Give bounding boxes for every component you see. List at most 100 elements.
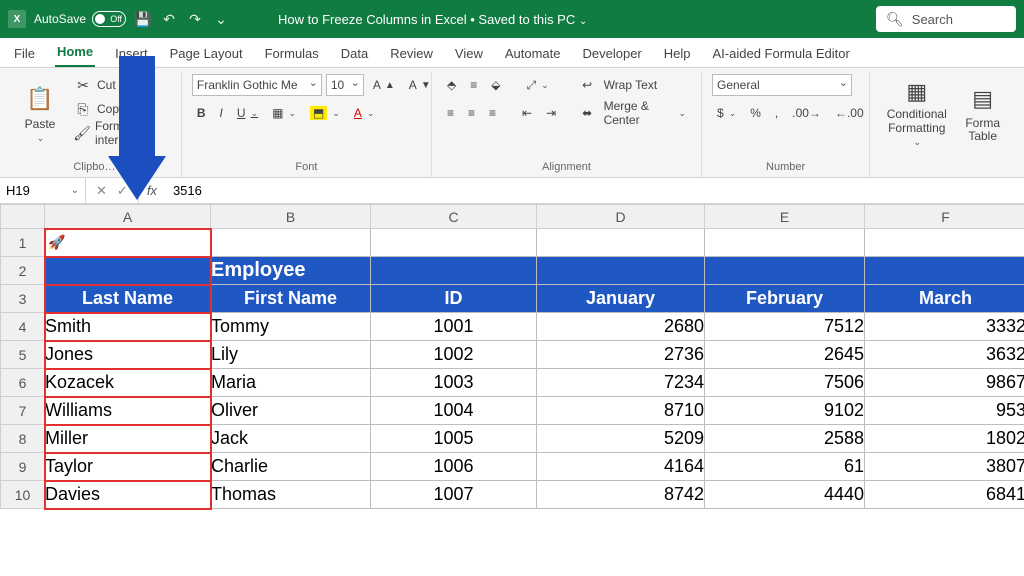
merge-center-button[interactable]: ⬌ Merge & Center⌄ [577,102,691,124]
tab-automate[interactable]: Automate [503,42,563,67]
table-cell[interactable]: 1007 [371,481,537,509]
number-format-select[interactable]: General [712,74,852,96]
table-cell[interactable]: 953 [865,397,1024,425]
row-header-10[interactable]: 10 [1,481,45,509]
column-title[interactable]: February [705,285,865,313]
align-center-button[interactable]: ≡ [463,102,480,124]
table-cell[interactable]: 3332 [865,313,1024,341]
table-cell[interactable]: 1006 [371,453,537,481]
align-middle-button[interactable]: ≡ [465,74,482,96]
cell[interactable] [371,229,537,257]
table-cell[interactable]: Smith [45,313,211,341]
bold-button[interactable]: B [192,102,211,124]
redo-icon[interactable]: ↷ [186,11,204,28]
table-cell[interactable]: Williams [45,397,211,425]
save-icon[interactable]: 💾 [134,11,152,28]
cell[interactable] [705,257,865,285]
column-title[interactable]: March [865,285,1024,313]
row-header-9[interactable]: 9 [1,453,45,481]
table-cell[interactable]: 2680 [537,313,705,341]
decrease-decimal-button[interactable]: ←.00 [830,102,869,124]
column-header-E[interactable]: E [705,205,865,229]
table-cell[interactable]: Jones [45,341,211,369]
table-cell[interactable]: 5209 [537,425,705,453]
align-right-button[interactable]: ≡ [484,102,501,124]
paste-button[interactable]: 📋 Paste ⌄ [18,74,62,152]
format-table-button[interactable]: ▤ FormaTable [959,74,1006,152]
tab-view[interactable]: View [453,42,485,67]
qat-more-icon[interactable]: ⌄ [212,11,230,28]
cell[interactable] [705,229,865,257]
table-cell[interactable]: 4440 [705,481,865,509]
row-header-3[interactable]: 3 [1,285,45,313]
column-title[interactable]: First Name [211,285,371,313]
column-title[interactable]: ID [371,285,537,313]
cell[interactable] [865,257,1024,285]
copy-button[interactable]: Copy [68,98,171,120]
tab-formulas[interactable]: Formulas [263,42,321,67]
font-color-button[interactable]: A⌄ [349,102,380,124]
select-all-corner[interactable] [1,205,45,229]
table-cell[interactable]: 1005 [371,425,537,453]
cut-button[interactable]: Cut [68,74,171,96]
row-header-6[interactable]: 6 [1,369,45,397]
tab-page-layout[interactable]: Page Layout [168,42,245,67]
table-cell[interactable]: 1002 [371,341,537,369]
cell[interactable] [211,229,371,257]
table-title[interactable]: Employee [211,257,371,285]
cell[interactable] [537,229,705,257]
cell[interactable] [371,257,537,285]
table-cell[interactable]: 7512 [705,313,865,341]
fx-label[interactable]: fx [139,183,165,198]
table-cell[interactable]: Jack [211,425,371,453]
undo-icon[interactable]: ↶ [160,11,178,28]
table-cell[interactable]: 3632 [865,341,1024,369]
column-title[interactable]: Last Name [45,285,211,313]
table-cell[interactable]: 8742 [537,481,705,509]
table-cell[interactable]: Davies [45,481,211,509]
column-title[interactable]: January [537,285,705,313]
row-header-1[interactable]: 1 [1,229,45,257]
column-header-B[interactable]: B [211,205,371,229]
tab-ai-aided-formula-editor[interactable]: AI-aided Formula Editor [711,42,852,67]
table-cell[interactable]: 3807 [865,453,1024,481]
table-cell[interactable]: 9102 [705,397,865,425]
tab-data[interactable]: Data [339,42,370,67]
table-cell[interactable]: 7234 [537,369,705,397]
italic-button[interactable]: I [215,102,228,124]
table-cell[interactable]: Taylor [45,453,211,481]
name-box[interactable]: H19⌄ [0,178,86,203]
tab-help[interactable]: Help [662,42,693,67]
font-size-select[interactable]: 10 [326,74,364,96]
column-header-C[interactable]: C [371,205,537,229]
tab-developer[interactable]: Developer [581,42,644,67]
align-top-button[interactable]: ⬘ [442,74,461,96]
decrease-font-button[interactable]: A▼ [404,74,436,96]
format-painter-button[interactable]: Form… …inter [68,122,171,144]
table-cell[interactable]: 2645 [705,341,865,369]
table-cell[interactable]: 1802 [865,425,1024,453]
cell[interactable] [45,229,211,257]
tab-insert[interactable]: Insert [113,42,150,67]
autosave-toggle[interactable]: AutoSave Off [34,11,126,27]
fill-color-button[interactable]: ⬒⌄ [305,102,345,124]
formula-value[interactable]: 3516 [165,183,210,198]
column-header-F[interactable]: F [865,205,1024,229]
decrease-indent-button[interactable]: ⇤ [517,102,537,124]
currency-button[interactable]: $⌄ [712,102,741,124]
table-cell[interactable]: 1003 [371,369,537,397]
cell[interactable] [45,257,211,285]
table-cell[interactable]: 6841 [865,481,1024,509]
table-cell[interactable]: Kozacek [45,369,211,397]
table-cell[interactable]: 2588 [705,425,865,453]
conditional-formatting-button[interactable]: ▦ ConditionalFormatting ⌄ [880,74,953,152]
toggle-switch[interactable]: Off [92,11,126,27]
font-family-select[interactable]: Franklin Gothic Me [192,74,322,96]
table-cell[interactable]: Thomas [211,481,371,509]
tab-home[interactable]: Home [55,40,95,67]
orientation-button[interactable]: ⤢⌄ [521,74,553,96]
table-cell[interactable]: 7506 [705,369,865,397]
row-header-4[interactable]: 4 [1,313,45,341]
tab-review[interactable]: Review [388,42,435,67]
border-button[interactable]: ▦⌄ [267,102,301,124]
